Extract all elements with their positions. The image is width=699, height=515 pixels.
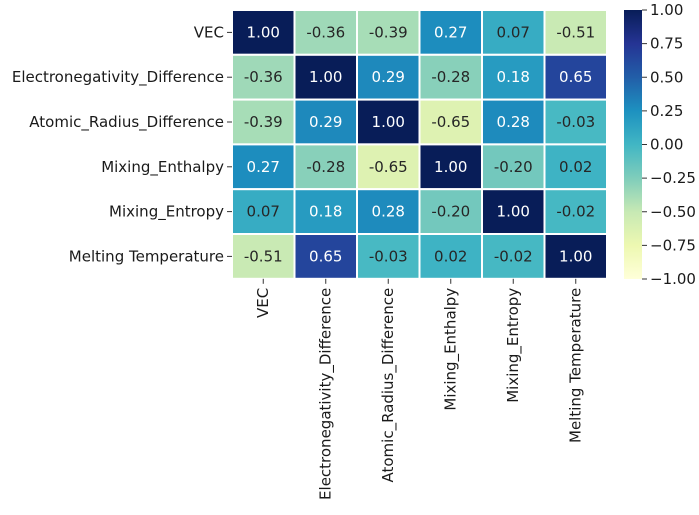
cell-value-label: 1.00 xyxy=(309,68,342,86)
heatmap-cell xyxy=(231,143,296,191)
cell-value-label: 0.18 xyxy=(309,203,342,221)
cell-value-label: 0.65 xyxy=(559,68,592,86)
colorbar-tick-label: 0.25 xyxy=(650,102,683,120)
cell-value-label: -0.51 xyxy=(556,23,595,41)
heatmap-cell xyxy=(543,53,608,101)
cell-value-label: 0.07 xyxy=(247,203,280,221)
cell-value-label: -0.39 xyxy=(369,23,408,41)
heatmap-cell xyxy=(356,188,421,235)
heatmap-cell xyxy=(543,9,608,56)
cell-value-label: -0.36 xyxy=(244,68,283,86)
cell-value-label: -0.28 xyxy=(431,68,470,86)
cell-value-label: -0.20 xyxy=(494,158,533,176)
cell-value-label: 0.29 xyxy=(372,68,405,86)
heatmap-cell xyxy=(293,143,358,191)
colorbar: 1.00 0.75 0.50 0.25 0.00 −0.25 −0.50 −0.75 −1.00 xyxy=(624,1,696,288)
heatmap-cell xyxy=(418,143,483,191)
cell-value-label: -0.03 xyxy=(369,247,408,265)
heatmap-cell xyxy=(543,188,608,235)
cell-value-label: -0.20 xyxy=(431,203,470,221)
cell-value-label: 1.00 xyxy=(497,203,530,221)
heatmap-cell xyxy=(293,98,358,146)
colorbar-tick-label: 0.00 xyxy=(650,136,683,154)
cell-value-label: 0.29 xyxy=(309,113,342,131)
colorbar-gradient xyxy=(624,10,642,279)
column-label: Atomic_Radius_Difference xyxy=(379,288,398,483)
cell-value-label: -0.03 xyxy=(556,113,595,131)
row-label: VEC xyxy=(194,23,224,41)
heatmap-cell xyxy=(481,188,546,235)
row-label: Mixing_Enthalpy xyxy=(101,158,224,177)
cell-value-label: 1.00 xyxy=(247,23,280,41)
heatmap-cell xyxy=(356,143,421,191)
row-label: Electronegativity_Difference xyxy=(12,68,224,87)
row-label: Atomic_Radius_Difference xyxy=(29,113,224,132)
heatmap-cell xyxy=(543,98,608,146)
cell-value-label: 0.02 xyxy=(559,158,592,176)
heatmap-cell xyxy=(418,53,483,101)
heatmap-cell xyxy=(231,233,296,280)
colorbar-ticks: 1.00 0.75 0.50 0.25 0.00 −0.25 −0.50 −0.75 −1.00 xyxy=(642,1,696,288)
heatmap-cell xyxy=(543,143,608,191)
cell-value-label: 0.02 xyxy=(434,247,467,265)
heatmap-cell xyxy=(418,98,483,146)
cell-value-label: 0.18 xyxy=(497,68,530,86)
row-labels: VEC Electronegativity_Difference Atomic_Ra… xyxy=(12,23,232,265)
cell-value-label: -0.36 xyxy=(306,23,345,41)
cell-value-label: 0.27 xyxy=(434,23,467,41)
heatmap-cell xyxy=(481,143,546,191)
cell-value-label: 1.00 xyxy=(559,247,592,265)
cell-value-label: -0.02 xyxy=(556,203,595,221)
cell-value-label: -0.28 xyxy=(306,158,345,176)
colorbar-tick-label: −0.50 xyxy=(650,203,696,221)
column-label: Mixing_Entropy xyxy=(504,288,523,403)
cell-value-label: 0.65 xyxy=(309,247,342,265)
column-label: Melting Temperature xyxy=(567,288,585,443)
cell-value-label: 0.28 xyxy=(497,113,530,131)
cell-value-label: 0.28 xyxy=(372,203,405,221)
cell-value-label: -0.65 xyxy=(369,158,408,176)
cell-value-label: -0.02 xyxy=(494,247,533,265)
cell-value-label: 0.07 xyxy=(497,23,530,41)
cell-value-label: -0.39 xyxy=(244,113,283,131)
heatmap-cell xyxy=(293,53,358,101)
column-label: VEC xyxy=(254,288,272,318)
cell-value-label: -0.65 xyxy=(431,113,470,131)
column-label: Mixing_Enthalpy xyxy=(442,288,461,411)
colorbar-tick-label: −0.25 xyxy=(650,169,696,187)
colorbar-tick-label: −0.75 xyxy=(650,236,696,254)
cell-value-label: 0.27 xyxy=(247,158,280,176)
colorbar-tick-label: −1.00 xyxy=(650,270,696,288)
heatmap-cells: 1.00 -0.36 -0.39 0.27 0.07 -0.51 -0.36 1.00 0.29… xyxy=(231,9,608,280)
column-label: Electronegativity_Difference xyxy=(317,288,336,500)
row-label: Melting Temperature xyxy=(69,247,224,265)
heatmap-cell xyxy=(481,98,546,146)
colorbar-tick-label: 0.50 xyxy=(650,68,683,86)
heatmap-cell xyxy=(543,233,608,280)
colorbar-tick-label: 1.00 xyxy=(650,1,683,19)
column-labels: VEC Electronegativity_Difference Atomic_Ra… xyxy=(254,278,585,500)
colorbar-tick-label: 0.75 xyxy=(650,35,683,53)
row-label: Mixing_Entropy xyxy=(109,203,224,222)
cell-value-label: -0.51 xyxy=(244,247,283,265)
cell-value-label: 1.00 xyxy=(434,158,467,176)
cell-value-label: 1.00 xyxy=(372,113,405,131)
